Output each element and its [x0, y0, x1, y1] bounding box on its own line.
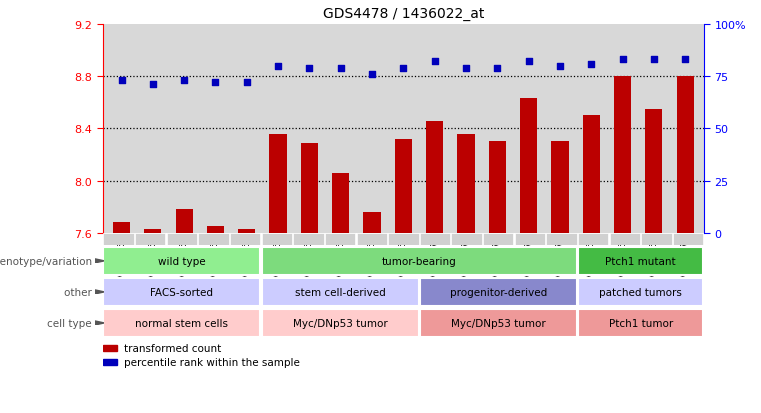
Bar — [483, 233, 514, 246]
Point — [585, 61, 597, 68]
Point — [116, 78, 128, 84]
Polygon shape — [95, 259, 104, 263]
Text: progenitor-derived: progenitor-derived — [450, 287, 547, 297]
Bar — [269, 134, 287, 233]
Bar — [103, 359, 117, 365]
Bar — [103, 233, 134, 246]
Point — [554, 63, 566, 70]
Bar — [356, 233, 387, 246]
Point — [272, 63, 284, 70]
Point — [240, 80, 253, 86]
Point — [648, 57, 660, 64]
Bar — [546, 233, 577, 246]
Text: other: other — [64, 287, 95, 297]
Bar — [103, 247, 260, 275]
Point — [366, 71, 378, 78]
Bar — [262, 278, 419, 306]
Point — [304, 65, 316, 72]
Bar — [176, 210, 193, 233]
Text: Myc/DNp53 tumor: Myc/DNp53 tumor — [293, 318, 387, 328]
Bar — [420, 233, 451, 246]
Bar — [332, 173, 349, 233]
Bar — [135, 233, 165, 246]
Bar — [583, 116, 600, 233]
Bar — [514, 233, 545, 246]
Bar — [457, 134, 475, 233]
Bar — [167, 233, 197, 246]
Bar — [420, 278, 577, 306]
Bar — [262, 309, 419, 337]
Text: stem cell-derived: stem cell-derived — [295, 287, 385, 297]
Bar — [578, 247, 703, 275]
Bar — [489, 142, 506, 233]
Text: percentile rank within the sample: percentile rank within the sample — [124, 357, 301, 367]
Bar — [673, 233, 703, 246]
Bar — [293, 233, 323, 246]
Point — [428, 59, 441, 66]
Text: Myc/DNp53 tumor: Myc/DNp53 tumor — [451, 318, 546, 328]
Bar — [645, 109, 662, 233]
Bar — [325, 233, 355, 246]
Text: cell type: cell type — [47, 318, 95, 328]
Point — [523, 59, 535, 66]
Polygon shape — [95, 290, 104, 294]
Bar — [578, 278, 703, 306]
Bar — [578, 233, 608, 246]
Text: normal stem cells: normal stem cells — [135, 318, 228, 328]
Text: Ptch1 mutant: Ptch1 mutant — [605, 256, 676, 266]
Bar — [230, 233, 260, 246]
Text: transformed count: transformed count — [124, 343, 221, 353]
Bar — [642, 233, 672, 246]
Text: Ptch1 tumor: Ptch1 tumor — [609, 318, 673, 328]
Bar — [103, 278, 260, 306]
Bar — [199, 233, 228, 246]
Bar — [301, 143, 318, 233]
Bar — [677, 77, 694, 233]
Bar — [364, 212, 380, 233]
Bar — [395, 140, 412, 233]
Bar — [262, 233, 292, 246]
Bar — [388, 233, 419, 246]
Point — [491, 65, 503, 72]
Bar — [113, 223, 130, 233]
Point — [335, 65, 347, 72]
Polygon shape — [95, 321, 104, 325]
Point — [178, 78, 190, 84]
Point — [616, 57, 629, 64]
Point — [147, 82, 159, 88]
Text: genotype/variation: genotype/variation — [0, 256, 95, 266]
Bar — [614, 77, 631, 233]
Bar — [610, 233, 640, 246]
Point — [460, 65, 472, 72]
Text: FACS-sorted: FACS-sorted — [151, 287, 213, 297]
Bar — [238, 230, 256, 233]
Bar — [420, 309, 577, 337]
Bar — [551, 142, 568, 233]
Point — [397, 65, 409, 72]
Text: patched tumors: patched tumors — [599, 287, 682, 297]
Bar — [207, 227, 224, 233]
Bar — [426, 121, 443, 233]
Bar — [451, 233, 482, 246]
Point — [209, 80, 221, 86]
Bar — [103, 309, 260, 337]
Bar — [578, 309, 703, 337]
Bar — [103, 346, 117, 351]
Point — [679, 57, 691, 64]
Title: GDS4478 / 1436022_at: GDS4478 / 1436022_at — [323, 7, 484, 21]
Text: wild type: wild type — [158, 256, 205, 266]
Bar — [520, 99, 537, 233]
Bar — [145, 230, 161, 233]
Text: tumor-bearing: tumor-bearing — [382, 256, 457, 266]
Bar — [262, 247, 577, 275]
